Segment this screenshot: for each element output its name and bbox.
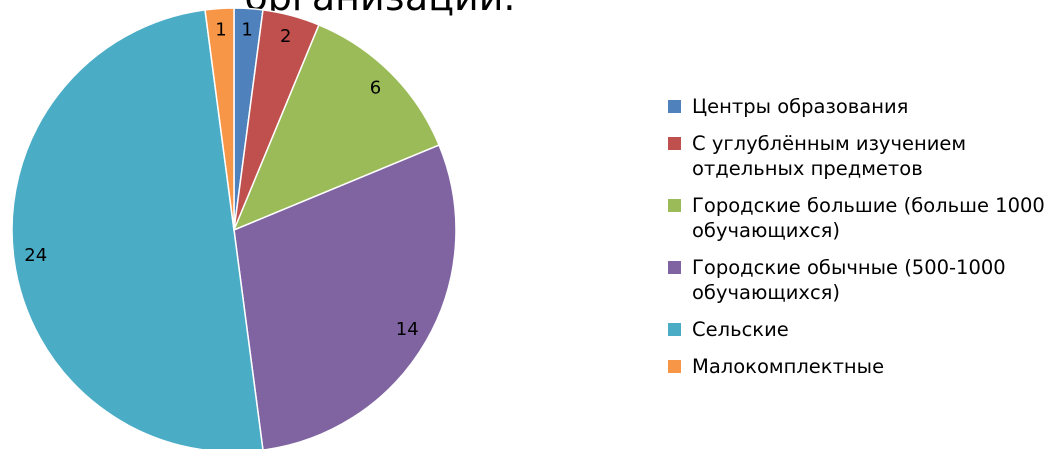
legend-swatch — [668, 261, 681, 274]
legend-label: Сельские — [692, 318, 789, 341]
data-label: 24 — [24, 245, 47, 266]
legend-label: Центры образования — [692, 95, 909, 118]
legend-swatch — [668, 323, 681, 336]
legend-item: С углублённым изучением отдельных предме… — [668, 131, 1053, 181]
data-label: 1 — [241, 19, 252, 40]
data-label: 14 — [396, 319, 419, 340]
legend-item: Центры образования — [668, 94, 1053, 119]
legend-item: Городские обычные (500-1000 обучающихся) — [668, 255, 1053, 305]
pie-slice — [11, 9, 264, 449]
data-label: 6 — [370, 78, 381, 99]
legend-swatch — [668, 199, 681, 212]
legend-swatch — [668, 360, 681, 373]
legend-label: Городские большие (больше 1000 обучающих… — [692, 194, 1045, 242]
legend-label: Городские обычные (500-1000 обучающихся) — [692, 256, 1006, 304]
pie-slice — [233, 144, 457, 449]
data-label: 1 — [215, 19, 226, 40]
legend-item: Сельские — [668, 317, 1053, 342]
legend-item: Городские большие (больше 1000 обучающих… — [668, 193, 1053, 243]
legend-label: С углублённым изучением отдельных предме… — [692, 132, 967, 180]
legend-item: Малокомплектные — [668, 354, 1053, 379]
legend-label: Малокомплектные — [692, 355, 885, 378]
chart-title: организации. — [245, 0, 516, 19]
data-label: 2 — [280, 26, 291, 47]
legend-swatch — [668, 137, 681, 150]
legend-swatch — [668, 100, 681, 113]
pie-slice — [232, 23, 441, 232]
pie-slice — [204, 7, 235, 231]
legend: Центры образования С углублённым изучение… — [668, 94, 1053, 391]
